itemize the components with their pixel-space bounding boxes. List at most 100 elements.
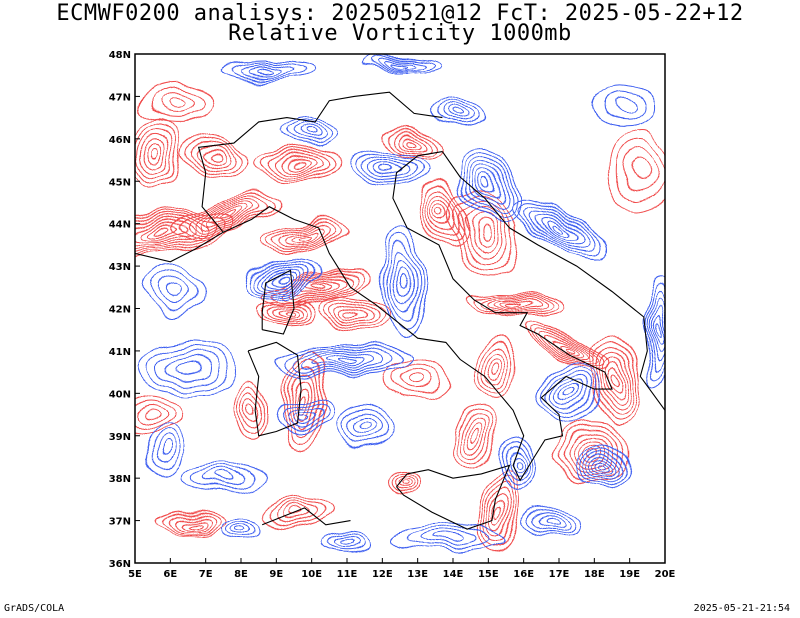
- negative-vorticity-contours: [393, 523, 505, 553]
- contour-line: [563, 343, 576, 351]
- contour-line: [238, 64, 294, 78]
- contour-line: [167, 512, 216, 530]
- contour-line: [161, 510, 222, 532]
- contour-line: [322, 354, 364, 365]
- contour-line: [396, 266, 411, 300]
- contour-line: [311, 284, 326, 291]
- contour-line: [347, 309, 361, 317]
- contour-line: [137, 405, 169, 425]
- lat-tick-label: 41N: [109, 347, 131, 358]
- contour-line: [347, 413, 382, 441]
- contour-line: [458, 414, 490, 458]
- contour-line: [533, 511, 571, 530]
- contour-line: [144, 409, 161, 420]
- contour-line: [293, 121, 331, 140]
- contour-line: [521, 506, 583, 536]
- contour-line: [365, 157, 414, 180]
- corsica-coast: [261, 269, 295, 335]
- negative-vorticity-contours: [429, 98, 491, 128]
- contour-line: [298, 410, 311, 419]
- contour-line: [281, 156, 321, 172]
- contour-line: [552, 223, 566, 233]
- contour-line: [528, 207, 590, 249]
- contour-line: [277, 308, 297, 318]
- contour-line: [509, 301, 524, 307]
- lon-tick-label: 19E: [619, 569, 640, 580]
- contour-line: [474, 219, 496, 245]
- contour-line: [502, 300, 531, 309]
- contour-line: [144, 140, 168, 171]
- contour-line: [429, 98, 491, 128]
- contour-line: [375, 57, 425, 68]
- lat-tick-label: 44N: [109, 220, 131, 231]
- contour-line: [408, 375, 427, 387]
- contour-line: [150, 272, 197, 311]
- lon-tick-label: 16E: [513, 569, 534, 580]
- contour-line: [469, 430, 479, 442]
- contour-line: [555, 425, 627, 480]
- contour-line: [136, 84, 218, 126]
- negative-vorticity-contours: [576, 442, 634, 488]
- contour-line: [341, 409, 388, 446]
- contour-line: [302, 349, 384, 370]
- contour-line: [602, 357, 629, 404]
- contour-line: [490, 362, 500, 374]
- contour-line: [305, 127, 319, 134]
- contour-line: [287, 159, 315, 170]
- chart-title-line1: ECMWF0200 analisys: 20250521@12 FcT: 202…: [56, 1, 744, 26]
- positive-vorticity-contours: [470, 337, 520, 399]
- contour-line: [173, 193, 281, 237]
- contour-line: [152, 439, 174, 466]
- negative-vorticity-contours: [321, 531, 373, 553]
- contour-line: [393, 523, 505, 553]
- contour-line: [143, 266, 205, 318]
- positive-vorticity-contours: [173, 193, 281, 237]
- negative-vorticity-contours: [143, 266, 205, 318]
- lat-tick-label: 39N: [109, 432, 131, 443]
- negative-vorticity-contours: [276, 398, 334, 432]
- contour-line: [565, 433, 617, 472]
- contour-line: [359, 154, 420, 183]
- contour-line: [489, 494, 509, 530]
- contour-line: [378, 127, 443, 159]
- coastline-borders: [135, 91, 665, 530]
- lat-tick-label: 37N: [109, 517, 131, 528]
- contour-line: [390, 251, 417, 315]
- contour-line: [624, 148, 656, 190]
- contour-line: [643, 274, 665, 386]
- contour-line: [267, 304, 307, 322]
- contour-line: [259, 265, 308, 292]
- contour-line: [483, 180, 493, 191]
- contour-line: [647, 289, 665, 370]
- contour-line: [147, 226, 180, 238]
- contour-line: [611, 374, 620, 387]
- negative-vorticity-contours: [592, 84, 654, 126]
- contour-line: [545, 517, 559, 524]
- north-africa-coast: [261, 507, 351, 526]
- contour-line: [271, 271, 367, 304]
- positive-vorticity-contours: [449, 189, 520, 275]
- lat-tick-label: 46N: [109, 135, 131, 146]
- contour-line: [167, 357, 209, 379]
- contour-line: [245, 258, 321, 300]
- contour-line: [330, 300, 378, 325]
- contour-line: [206, 206, 248, 224]
- contour-line: [192, 467, 254, 490]
- contour-line: [158, 278, 190, 305]
- positive-vorticity-contours: [235, 379, 269, 441]
- negative-vorticity-contours: [281, 115, 343, 145]
- contour-line: [268, 152, 334, 177]
- positive-vorticity-contours: [450, 403, 498, 468]
- contour-line: [269, 270, 298, 287]
- positive-vorticity-contours: [378, 127, 443, 159]
- contour-line: [312, 352, 374, 367]
- alps-border: [197, 91, 443, 233]
- contour-line: [166, 99, 188, 111]
- contour-line: [420, 182, 464, 240]
- contour-line: [522, 203, 596, 253]
- footer-timestamp: 2025-05-21-21:54: [693, 603, 790, 614]
- lon-tick-label: 15E: [478, 569, 499, 580]
- chart-title-line2: Relative Vorticity 1000mb: [228, 21, 572, 46]
- contour-line: [605, 363, 626, 398]
- contour-line: [229, 62, 303, 80]
